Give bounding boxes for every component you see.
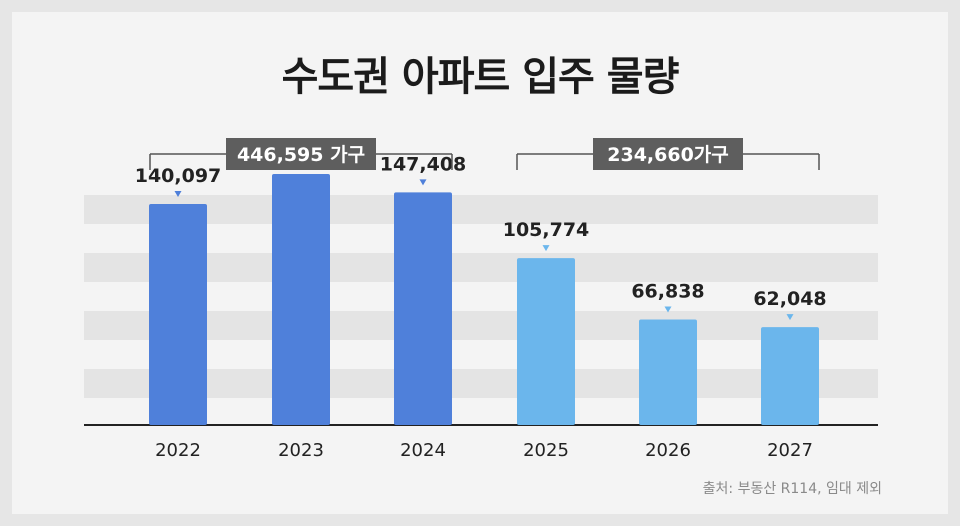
value-pointer-2025 [542,245,550,252]
grid-band [84,311,878,340]
value-pointer-2024 [419,179,427,186]
data-label-2024: 147,408 [380,153,467,175]
bar-2024 [394,192,452,425]
source-note: 출처: 부동산 R114, 임대 제외 [702,481,882,497]
bar-2025 [517,258,575,425]
x-tick-label-2027: 2027 [767,440,813,461]
x-tick-label-2026: 2026 [645,440,691,461]
group-total-label: 234,660가구 [607,144,729,166]
group-label-box [593,138,743,170]
x-tick-label-2023: 2023 [278,440,324,461]
grid-band [84,398,878,425]
value-pointer-2026 [664,306,672,313]
value-pointer-2022 [174,190,182,197]
group-label-box [226,138,376,170]
bar-2026 [639,319,697,425]
grid-band [84,253,878,282]
grid-band [84,282,878,311]
grid-band [84,224,878,253]
group-total-label: 446,595 가구 [237,144,365,166]
x-tick-label-2025: 2025 [523,440,569,461]
x-tick-label-2024: 2024 [400,440,446,461]
value-pointer-2027 [786,314,794,321]
grid-band [84,369,878,398]
data-label-2022: 140,097 [135,165,222,187]
bar-2022 [149,203,207,425]
x-tick-label-2022: 2022 [155,440,201,461]
bar-2027 [761,327,819,425]
chart-title: 수도권 아파트 입주 물량 [281,54,680,100]
bar-2023 [272,174,330,425]
grid-band [84,195,878,224]
data-label-2025: 105,774 [503,219,590,241]
grid-band [84,340,878,369]
data-label-2026: 66,838 [631,281,704,303]
data-label-2027: 62,048 [753,288,826,310]
